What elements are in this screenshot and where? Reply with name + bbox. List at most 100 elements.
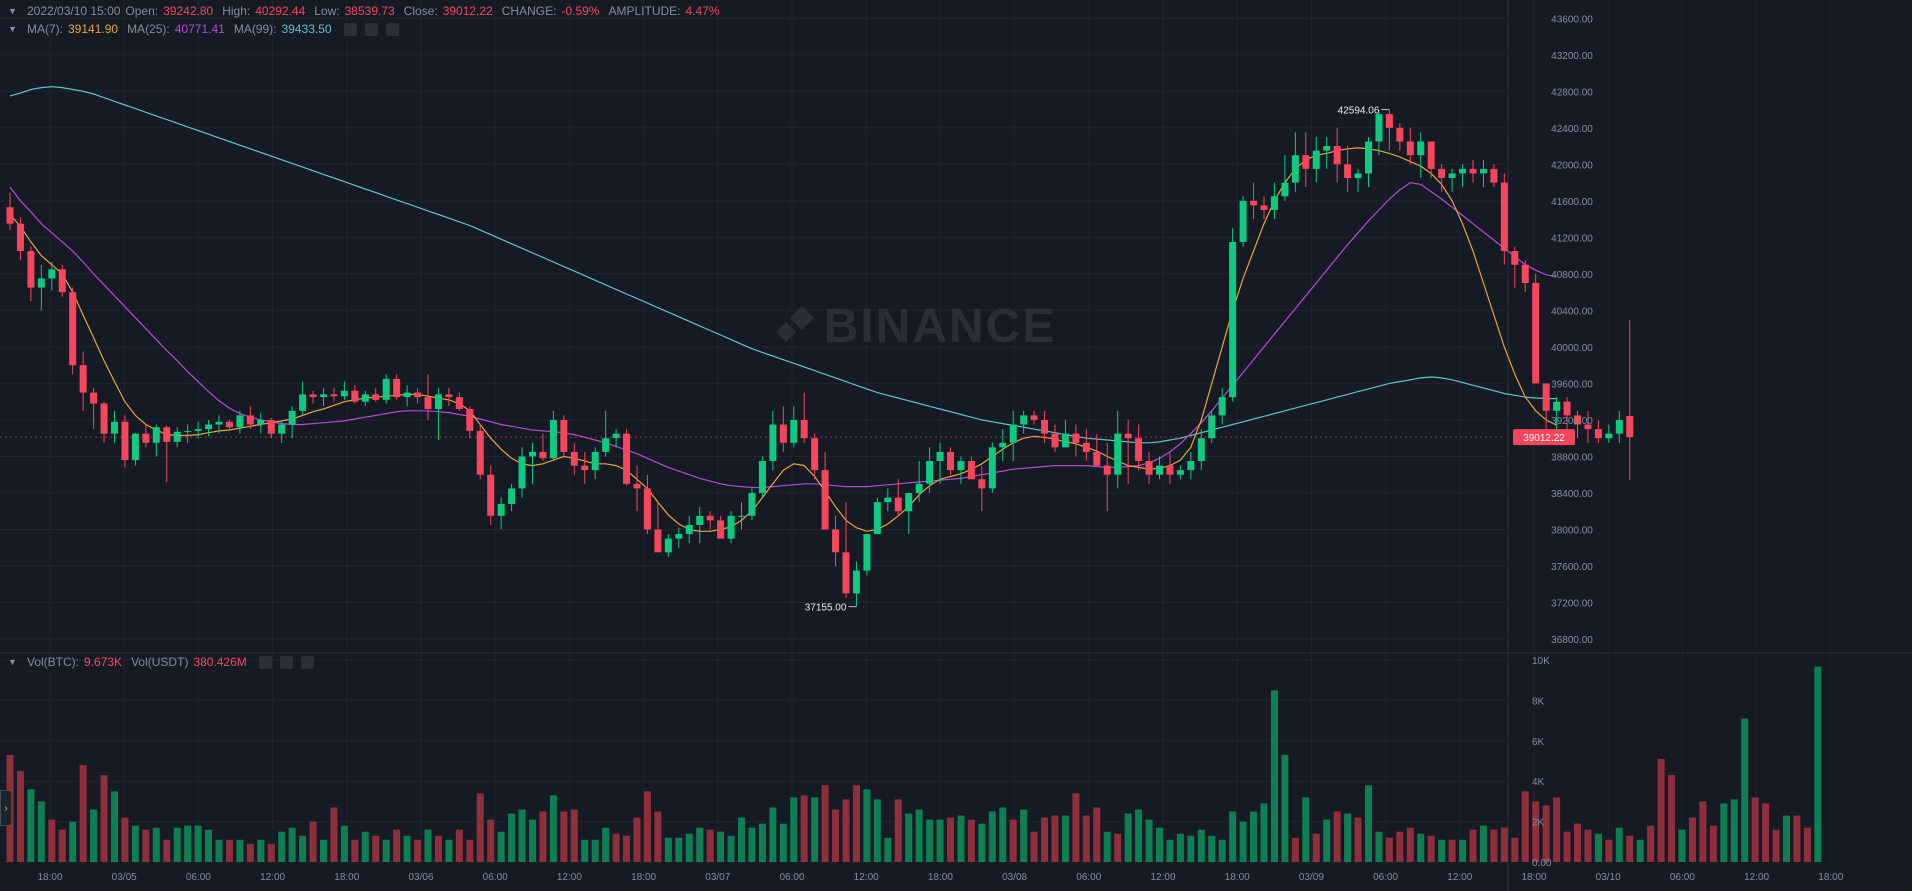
- price-tick-label: 42000.00: [1551, 160, 1593, 171]
- volume-bar: [205, 829, 213, 862]
- volume-bar: [529, 819, 536, 862]
- volume-bar: [978, 823, 986, 862]
- time-tick-label: 18:00: [928, 872, 953, 883]
- volume-bar: [1197, 829, 1205, 862]
- low-value: 38539.73: [344, 4, 395, 18]
- candle-body: [445, 394, 453, 398]
- time-tick-label: 03/05: [112, 872, 137, 883]
- volume-bar: [1709, 825, 1717, 862]
- candle-body: [643, 488, 651, 530]
- candle-body: [706, 515, 714, 521]
- candle-body: [529, 451, 536, 457]
- candle-body: [748, 492, 756, 516]
- hide-icon[interactable]: [279, 655, 293, 669]
- volume-bar: [1469, 829, 1477, 862]
- candle-body: [654, 529, 662, 553]
- candle-body: [1365, 141, 1372, 174]
- candle-body: [330, 394, 338, 397]
- volume-bar: [278, 831, 286, 862]
- volume-bar: [1135, 809, 1143, 862]
- close-icon[interactable]: [300, 655, 314, 669]
- collapse-arrow-icon[interactable]: ▼: [8, 657, 17, 667]
- expand-panel-button[interactable]: ›: [0, 790, 12, 826]
- candle-body: [1417, 141, 1425, 156]
- candle-body: [382, 378, 390, 400]
- volume-bar: [1720, 803, 1728, 862]
- candle-body: [487, 474, 495, 516]
- candle-body: [1072, 433, 1080, 443]
- volume-tick-label: 0.00: [1532, 858, 1552, 869]
- volume-bar: [225, 839, 233, 862]
- volume-bar: [1333, 811, 1341, 862]
- collapse-arrow-icon[interactable]: ▼: [8, 24, 17, 34]
- time-tick-label: 12:00: [260, 872, 285, 883]
- candle-body: [1448, 173, 1456, 179]
- price-tick-label: 40000.00: [1551, 343, 1593, 354]
- settings-icon[interactable]: [343, 22, 357, 36]
- candle-body: [539, 451, 547, 459]
- volume-bar: [1500, 827, 1508, 862]
- volume-bar: [1803, 827, 1811, 862]
- volume-bar: [1511, 837, 1519, 862]
- volume-bar: [1490, 829, 1498, 862]
- time-tick-label: 03/09: [1299, 872, 1324, 883]
- candle-body: [111, 421, 118, 434]
- candle-body: [1082, 442, 1090, 452]
- ma99-label: MA(99):: [233, 22, 277, 36]
- candle-body: [372, 394, 380, 400]
- volume-bar: [1375, 831, 1383, 862]
- collapse-arrow-icon[interactable]: ▼: [8, 6, 17, 16]
- candle-body: [1594, 429, 1602, 439]
- price-tick-label: 42800.00: [1551, 87, 1593, 98]
- volume-bar: [340, 825, 348, 862]
- candle-body: [476, 430, 484, 475]
- candle-body: [581, 465, 589, 471]
- candle-body: [1574, 415, 1581, 425]
- close-icon[interactable]: [385, 22, 399, 36]
- volume-bar: [1030, 831, 1038, 862]
- volume-bar: [152, 827, 160, 862]
- volume-bar: [27, 789, 35, 862]
- volume-bar: [1751, 797, 1759, 862]
- volume-bar: [623, 835, 631, 862]
- volume-bar: [706, 829, 714, 862]
- candle-body: [664, 538, 672, 553]
- volume-bar: [1594, 833, 1602, 862]
- hide-icon[interactable]: [364, 22, 378, 36]
- max-price-label: 42594.06: [1338, 106, 1380, 117]
- candle-body: [1344, 164, 1352, 179]
- volume-bar: [748, 827, 756, 862]
- volume-bar: [1176, 833, 1184, 862]
- chevron-right-icon: ›: [4, 802, 8, 814]
- ma7-polyline: [9, 147, 1557, 532]
- volume-bar: [1772, 829, 1780, 862]
- candle-body: [1500, 182, 1508, 252]
- price-tick-label: 41200.00: [1551, 233, 1593, 244]
- ma-legend: ▼ MA(7): 39141.90 MA(25): 40771.41 MA(99…: [8, 22, 399, 36]
- volume-bar: [69, 821, 77, 862]
- price-markers: 42594.06 37155.00 39012.22: [0, 106, 1575, 614]
- ma99-value: 39433.50: [281, 22, 332, 36]
- candle-body: [90, 392, 98, 404]
- candle-body: [1406, 141, 1414, 156]
- candle-body: [821, 470, 829, 530]
- volume-bar: [267, 843, 275, 862]
- volume-bar: [1730, 799, 1738, 862]
- candle-body: [152, 427, 160, 443]
- candle-body: [758, 461, 766, 493]
- volume-bar: [1668, 775, 1676, 862]
- volume-bar: [779, 823, 787, 862]
- volume-bar: [1647, 825, 1655, 862]
- volume-bar: [1051, 815, 1059, 862]
- settings-icon[interactable]: [258, 655, 272, 669]
- volume-bar: [382, 839, 390, 862]
- volume-bar: [1626, 835, 1634, 862]
- high-label: High:: [222, 4, 251, 18]
- volume-bar: [455, 829, 463, 862]
- volume-bar: [288, 827, 296, 862]
- price-tick-label: 38000.00: [1551, 525, 1593, 536]
- volume-bar: [852, 785, 860, 862]
- candle-body: [769, 424, 777, 462]
